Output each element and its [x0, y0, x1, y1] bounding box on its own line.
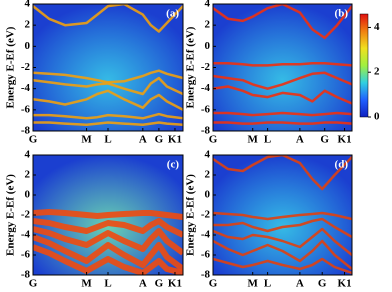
y-tick-label: -6 [21, 249, 31, 261]
colorbar-tick-label: 0 [374, 111, 380, 123]
band-line [213, 62, 352, 67]
band-line [213, 121, 352, 125]
x-tick-label: G [155, 134, 164, 146]
band-line [33, 112, 183, 120]
band-line [213, 111, 352, 117]
x-tick-label: K1 [338, 134, 352, 146]
panel-label: (b) [335, 8, 349, 20]
y-axis-label: Energy E-Ef (eV) [5, 26, 17, 108]
y-tick-label: 0 [25, 189, 31, 201]
y-tick-label: -6 [21, 103, 31, 115]
y-tick-label: 2 [25, 169, 31, 181]
y-axis-label: Energy E-Ef (eV) [5, 174, 17, 256]
band-line [213, 211, 352, 221]
y-tick-label: -6 [201, 103, 211, 115]
y-tick-label: -6 [201, 249, 211, 261]
panel-label: (a) [166, 8, 179, 20]
band-line [213, 4, 352, 40]
x-tick-label: L [104, 134, 111, 146]
colorbar-tick-label: 2 [374, 66, 380, 78]
x-tick-label: L [264, 278, 271, 290]
x-tick-label: K1 [338, 278, 352, 290]
x-tick-label: A [296, 278, 304, 290]
y-tick-label: -2 [201, 209, 211, 221]
y-tick-label: 2 [205, 169, 211, 181]
x-tick-label: A [296, 134, 304, 146]
x-tick-label: M [81, 134, 92, 146]
band-line [213, 257, 352, 275]
y-tick-label: 4 [205, 0, 211, 10]
y-tick-label: 4 [25, 149, 31, 161]
x-tick-label: A [139, 134, 147, 146]
y-axis-label: Energy E-Ef (eV) [185, 26, 197, 108]
band-line [33, 76, 183, 96]
panel-label: (d) [335, 159, 349, 171]
band-line [213, 85, 352, 105]
x-tick-label: A [139, 278, 147, 290]
x-tick-label: K1 [168, 278, 182, 290]
y-tick-label: 2 [205, 19, 211, 31]
plot-glow [213, 4, 352, 131]
y-tick-label: 2 [25, 19, 31, 31]
x-tick-label: G [318, 278, 327, 290]
y-tick-label: -2 [21, 61, 31, 73]
y-axis-label: Energy E-Ef (eV) [185, 174, 197, 256]
band-line [33, 209, 183, 220]
bands [33, 4, 183, 126]
y-tick-label: -4 [21, 229, 31, 241]
x-tick-label: G [320, 134, 329, 146]
band-line [33, 226, 183, 256]
x-tick-label: L [104, 278, 111, 290]
colorbar [359, 13, 369, 118]
y-tick-label: 4 [25, 0, 31, 10]
band-line [213, 155, 352, 191]
band-line [213, 217, 352, 239]
colorbar-tick-label: 4 [374, 21, 380, 33]
plot-glow [33, 4, 183, 131]
y-tick-label: -2 [201, 61, 211, 73]
y-tick-label: 0 [205, 40, 211, 52]
y-tick-label: -4 [201, 82, 211, 94]
x-tick-label: M [248, 134, 259, 146]
x-tick-label: G [29, 134, 38, 146]
band-line [33, 218, 183, 238]
band-line [33, 4, 183, 33]
band-line [33, 121, 183, 126]
band-line [213, 239, 352, 270]
x-tick-label: M [81, 278, 92, 290]
bands [213, 4, 352, 125]
y-tick-label: -2 [21, 209, 31, 221]
x-tick-label: K1 [168, 134, 182, 146]
y-tick-label: -4 [21, 82, 31, 94]
band-line [213, 71, 352, 90]
band-line [33, 234, 183, 272]
band-line [33, 89, 183, 111]
x-tick-label: L [264, 134, 271, 146]
x-tick-label: M [248, 278, 259, 290]
y-tick-label: -8 [201, 269, 211, 281]
y-tick-label: -8 [21, 125, 31, 137]
x-tick-label: G [209, 278, 218, 290]
y-tick-label: -8 [201, 125, 211, 137]
band-line [33, 244, 183, 275]
y-tick-label: 0 [205, 189, 211, 201]
x-tick-label: G [209, 134, 218, 146]
y-tick-label: -4 [201, 229, 211, 241]
y-tick-label: -8 [21, 269, 31, 281]
y-tick-label: 0 [25, 40, 31, 52]
bands [213, 155, 352, 275]
band-line [213, 227, 352, 256]
band-line [33, 69, 183, 84]
x-tick-label: G [29, 278, 38, 290]
x-tick-label: G [155, 278, 164, 290]
bands [33, 209, 183, 275]
y-tick-label: 4 [205, 149, 211, 161]
panel-label: (c) [167, 159, 180, 171]
